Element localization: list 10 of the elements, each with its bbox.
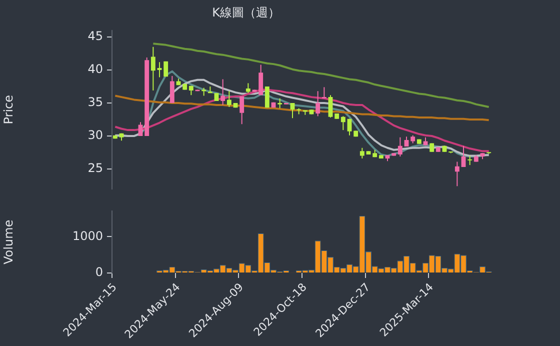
- chart-title: K線圖（週）: [212, 5, 280, 20]
- y-tick-label: 1000: [72, 228, 103, 243]
- y-tick-label: 45: [88, 29, 103, 44]
- y-tick-label: 0: [95, 265, 103, 280]
- y-axis-title: Volume: [1, 220, 16, 264]
- y-tick-label: 35: [88, 95, 103, 110]
- y-tick-label: 30: [88, 128, 103, 142]
- y-tick-label: 40: [88, 62, 103, 76]
- y-tick-label: 25: [88, 161, 103, 176]
- y-axis-title: Price: [1, 94, 16, 124]
